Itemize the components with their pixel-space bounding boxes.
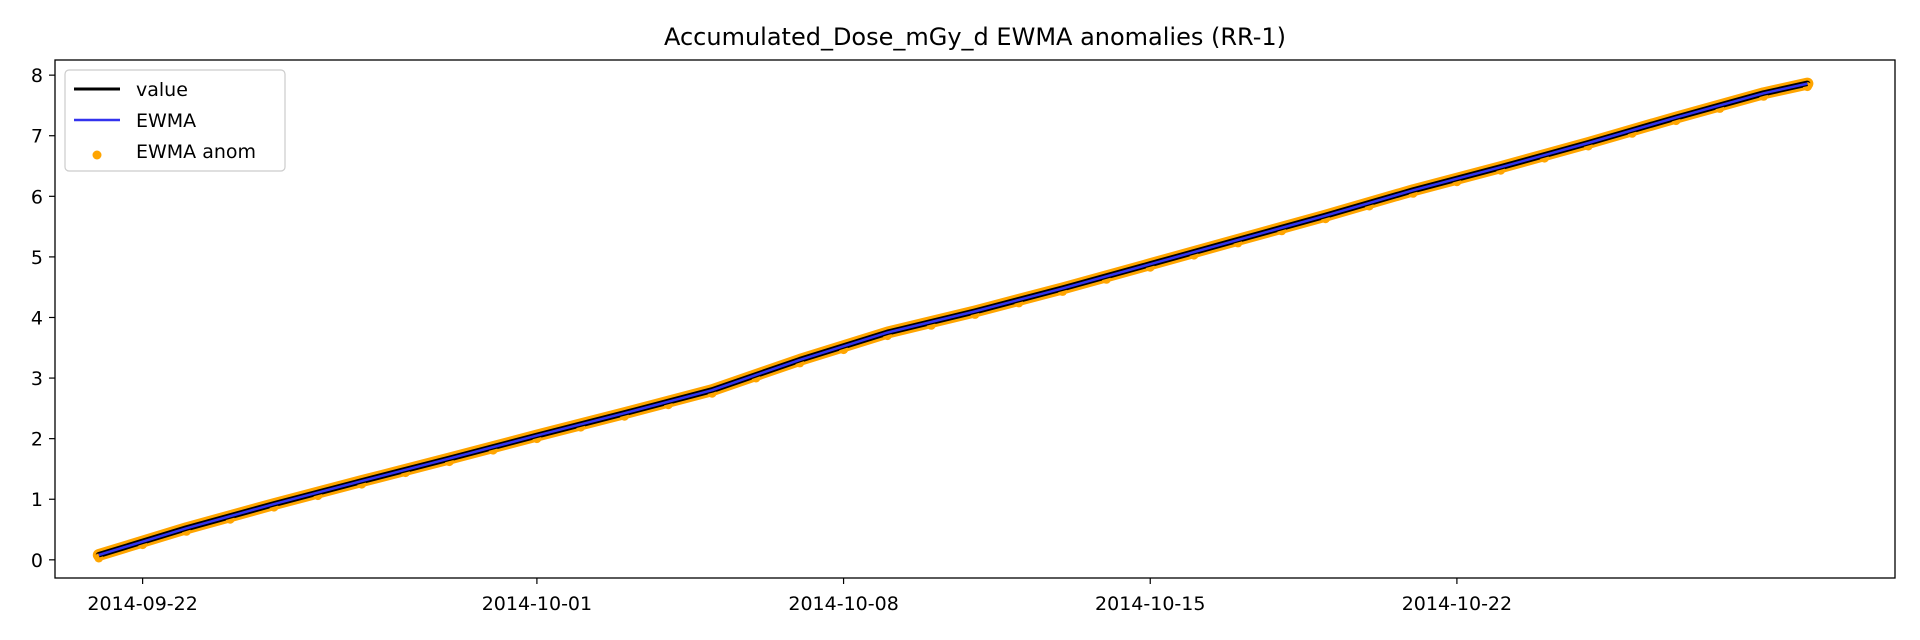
axes: 0 1 2 3 4 5 6 7 8 2014-09-22 2014-10-01 2014-10-08 2… [31,59,1896,615]
x-tick-label: 2014-10-01 [482,593,592,615]
legend-label: EWMA [136,110,196,132]
legend-item: EWMA anom [92,141,256,163]
x-tick-label: 2014-10-08 [788,593,898,615]
plot-frame [54,59,1896,579]
y-tick-label: 8 [31,65,43,87]
legend-item: value [74,79,188,101]
x-tick-label: 2014-10-15 [1095,593,1205,615]
legend-item: EWMA [74,110,196,132]
legend-swatch-dot [92,150,102,160]
y-tick-label: 6 [31,186,43,208]
plot-area [92,77,1814,563]
legend-label: EWMA anom [136,141,256,163]
legend: value EWMA EWMA anom [64,69,286,172]
legend-label: value [136,79,188,101]
x-tick-label: 2014-10-22 [1402,593,1512,615]
y-tick-label: 1 [31,489,43,511]
y-tick-label: 0 [31,550,43,572]
x-tick-label: 2014-09-22 [87,593,197,615]
y-tick-label: 7 [31,126,43,148]
y-tick-label: 4 [31,307,43,329]
y-tick-label: 2 [31,429,43,451]
series-line-overlay [98,82,1808,557]
y-tick-label: 5 [31,247,43,269]
chart-title: Accumulated_Dose_mGy_d EWMA anomalies (R… [664,23,1286,51]
legend-box [64,69,286,172]
y-tick-label: 3 [31,368,43,390]
